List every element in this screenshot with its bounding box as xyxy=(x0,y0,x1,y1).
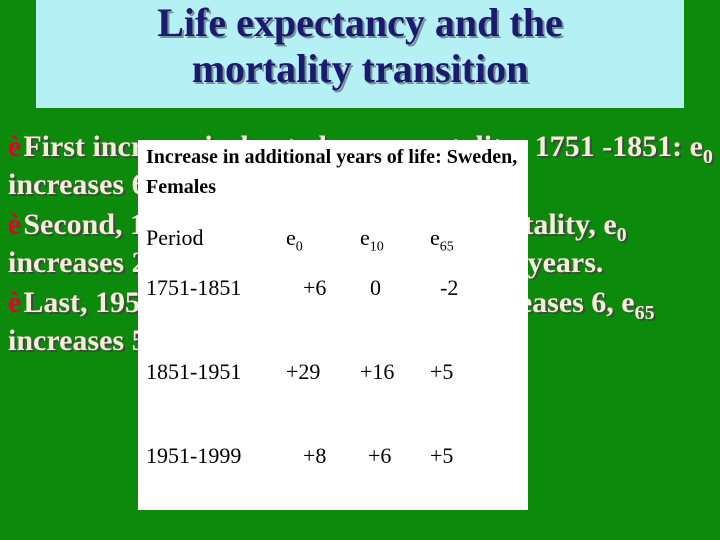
arrow-bullet-icon: è xyxy=(8,130,22,163)
slide-title-line-2: mortality transition xyxy=(191,46,529,91)
table-row-3-e65: +5 xyxy=(430,443,454,468)
table-row-3-e10: +6 xyxy=(368,443,392,468)
table-caption: Increase in additional years of life: Sw… xyxy=(146,146,518,198)
header-e65: e65 xyxy=(430,225,454,255)
table-row-2-e10: +16 xyxy=(360,359,395,384)
header-e0: e0 xyxy=(286,225,303,255)
header-e10: e10 xyxy=(360,225,384,255)
table-row-1-e65: -2 xyxy=(440,275,459,300)
table-row-1-e10: 0 xyxy=(370,275,381,300)
table-row-3-e0: +8 xyxy=(303,443,327,468)
table-row-1-e0: +6 xyxy=(303,275,327,300)
title-box: Life expectancy and the mortality transi… xyxy=(36,0,684,108)
table-row-2-e0: +29 xyxy=(286,359,321,384)
table-row-1-period: 1751-1851 xyxy=(146,275,242,300)
table-row-2-e65: +5 xyxy=(430,359,454,384)
life-expectancy-table-popup: Increase in additional years of life: Sw… xyxy=(138,140,528,510)
table-row-3-period: 1951-1999 xyxy=(146,443,242,468)
slide-title-line-1: Life expectancy and the xyxy=(157,0,563,45)
arrow-bullet-icon: è xyxy=(8,286,22,319)
table-row-2-period: 1851-1951 xyxy=(146,359,242,384)
arrow-bullet-icon: è xyxy=(8,208,22,241)
header-period: Period xyxy=(146,225,204,250)
data-table: Period e0 e10 e65 1751-1851 +6 0 -2 1851… xyxy=(138,140,528,510)
